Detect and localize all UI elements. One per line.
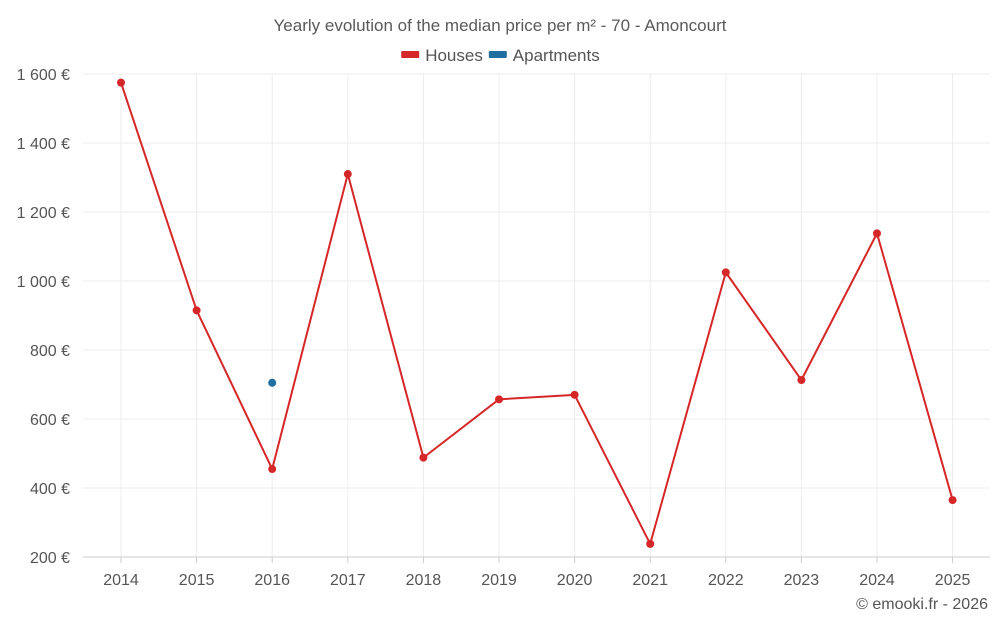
y-tick-label: 400 € (30, 481, 70, 498)
x-tick-label: 2022 (708, 572, 744, 589)
legend-label-apartments[interactable]: Apartments (513, 46, 600, 65)
x-tick-label: 2015 (179, 572, 215, 589)
x-tick-label: 2024 (859, 572, 895, 589)
x-tick-label: 2018 (406, 572, 442, 589)
data-point-houses[interactable] (646, 539, 655, 548)
x-tick-label: 2023 (784, 572, 820, 589)
y-tick-label: 1 600 € (17, 67, 70, 84)
series-layer (117, 78, 957, 548)
x-tick-label: 2025 (935, 572, 971, 589)
x-axis: 2014 2015 2016 2017 2018 2019 2020 2021 2022 2023… (83, 556, 990, 589)
legend-swatch-apartments[interactable] (488, 51, 507, 58)
legend-swatch-houses[interactable] (401, 51, 420, 58)
data-point-houses[interactable] (948, 496, 957, 505)
grid (83, 73, 990, 557)
data-point-houses[interactable] (268, 465, 277, 474)
data-point-houses[interactable] (495, 395, 503, 404)
data-point-houses[interactable] (419, 453, 428, 462)
x-tick-label: 2021 (632, 572, 668, 589)
data-point-houses[interactable] (797, 376, 806, 385)
y-tick-label: 800 € (30, 343, 70, 360)
x-tick-label: 2017 (330, 572, 366, 589)
chart-title: Yearly evolution of the median price per… (274, 16, 727, 35)
x-tick-label: 2020 (557, 572, 593, 589)
series-line-houses (120, 82, 954, 545)
x-tick-label: 2014 (103, 572, 139, 589)
credit-text: © emooki.fr - 2026 (856, 596, 988, 613)
data-point-houses[interactable] (117, 78, 125, 87)
x-tick-label: 2019 (481, 572, 517, 589)
data-point-houses[interactable] (192, 306, 201, 315)
data-point-apartments[interactable] (268, 378, 277, 387)
y-tick-label: 1 000 € (17, 274, 70, 291)
y-tick-label: 600 € (30, 412, 70, 429)
data-point-houses[interactable] (721, 268, 730, 277)
y-tick-label: 1 400 € (17, 136, 70, 153)
legend[interactable]: Houses Apartments (401, 46, 600, 65)
data-point-houses[interactable] (570, 390, 579, 399)
legend-label-houses[interactable]: Houses (425, 46, 483, 65)
y-axis: 200 € 400 € 600 € 800 € 1 000 € 1 200 € 1 400 … (17, 67, 70, 567)
x-tick-label: 2016 (254, 572, 290, 589)
y-tick-label: 1 200 € (17, 205, 70, 222)
data-point-houses[interactable] (873, 229, 881, 238)
y-tick-label: 200 € (30, 550, 70, 567)
data-point-houses[interactable] (343, 170, 352, 179)
